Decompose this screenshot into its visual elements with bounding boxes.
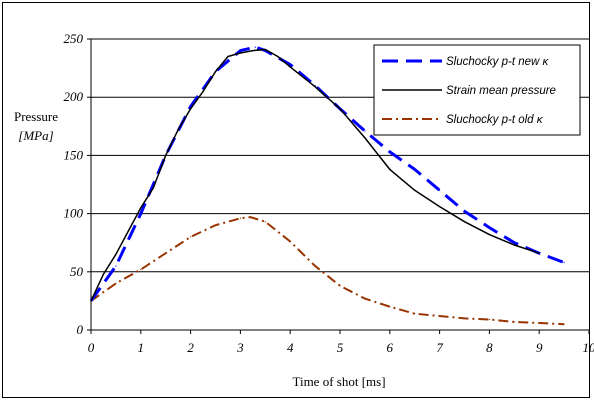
legend-label-0: Sluchocky p-t new κ — [446, 56, 550, 68]
x-tick-label: 1 — [138, 340, 145, 355]
y-tick-label: 150 — [64, 147, 84, 162]
x-tick-label: 9 — [536, 340, 543, 355]
series-1-point — [439, 206, 441, 208]
series-2-point — [214, 224, 217, 226]
series-2-point — [314, 265, 316, 267]
y-tick-label: 250 — [64, 31, 84, 46]
x-tick-label: 7 — [436, 340, 443, 355]
x-tick-label: 5 — [337, 340, 344, 355]
series-0-point — [239, 50, 241, 52]
series-1-point — [364, 137, 366, 139]
y-axis-title-line1: Pressure — [14, 109, 58, 124]
series-2-point — [463, 317, 466, 319]
series-1-point — [90, 300, 92, 302]
series-1-point — [414, 189, 416, 191]
series-1-point — [538, 252, 540, 254]
series-1-point — [513, 244, 515, 246]
series-0-point — [439, 189, 441, 191]
series-0-point — [289, 64, 291, 66]
series-1-point — [165, 154, 167, 156]
y-tick-label: 100 — [64, 206, 84, 221]
series-1-point — [115, 253, 117, 255]
series-line-2 — [90, 216, 565, 326]
series-1-point — [177, 129, 179, 131]
series-2-point — [165, 252, 167, 254]
series-1-point — [140, 207, 142, 209]
series-1-point — [102, 273, 105, 275]
series-0-point — [389, 151, 391, 153]
series-1-point — [239, 52, 241, 54]
series-2-point — [389, 306, 391, 308]
series-1-point — [488, 233, 490, 236]
series-2-point — [239, 217, 241, 219]
x-axis-title: Time of shot [ms] — [292, 374, 385, 389]
series-0-point — [488, 226, 490, 229]
series-2-point — [488, 318, 490, 321]
series-2-point — [513, 321, 515, 323]
series-0-point — [190, 105, 192, 108]
series-2-point — [339, 285, 341, 287]
y-axis-title-line2: [MPa] — [18, 128, 53, 143]
series-2-point — [115, 282, 117, 285]
x-tick-label: 10 — [583, 340, 594, 355]
x-tick-label: 8 — [486, 340, 493, 355]
series-1-point — [190, 108, 192, 110]
series-2-point — [563, 323, 565, 325]
series-0-point — [140, 213, 142, 215]
series-0-point — [364, 130, 366, 132]
legend-label-1: Strain mean pressure — [446, 85, 556, 97]
series-1-point — [339, 108, 341, 110]
series-2-point — [264, 221, 266, 223]
series-0-point — [414, 168, 416, 170]
x-tick-label: 3 — [236, 340, 244, 355]
series-2-point — [538, 322, 540, 324]
series-2-point — [364, 297, 366, 300]
legend-label-2: Sluchocky p-t old κ — [446, 114, 544, 126]
series-1-point — [127, 230, 129, 232]
series-2-point — [439, 315, 441, 317]
series-1-point — [227, 55, 229, 58]
series-2-point — [289, 240, 291, 243]
series-0-point — [513, 242, 515, 244]
series-2-point — [414, 313, 416, 315]
series-1-point — [264, 48, 266, 51]
series-1-point — [314, 86, 316, 88]
series-1-point — [152, 187, 154, 189]
y-tick-label: 50 — [70, 264, 84, 279]
x-tick-label: 4 — [287, 340, 294, 355]
series-2-point — [249, 216, 251, 218]
y-tick-label: 0 — [77, 322, 84, 337]
series-2-point — [190, 236, 192, 238]
x-tick-label: 0 — [88, 340, 95, 355]
y-tick-label: 200 — [64, 89, 84, 104]
series-0-point — [115, 265, 117, 267]
series-1-point — [463, 221, 466, 223]
series-2-point — [140, 268, 142, 271]
x-tick-label: 6 — [387, 340, 394, 355]
series-1-point — [389, 168, 391, 170]
x-tick-label: 2 — [187, 340, 194, 355]
series-1-point — [214, 70, 217, 73]
series-0-point — [254, 46, 256, 48]
series-1-point — [202, 90, 204, 92]
series-1-point — [289, 66, 291, 68]
series-0-point — [563, 261, 565, 264]
series-0-point — [463, 210, 466, 212]
series-1-point — [252, 50, 254, 52]
series-1-point — [277, 55, 279, 58]
